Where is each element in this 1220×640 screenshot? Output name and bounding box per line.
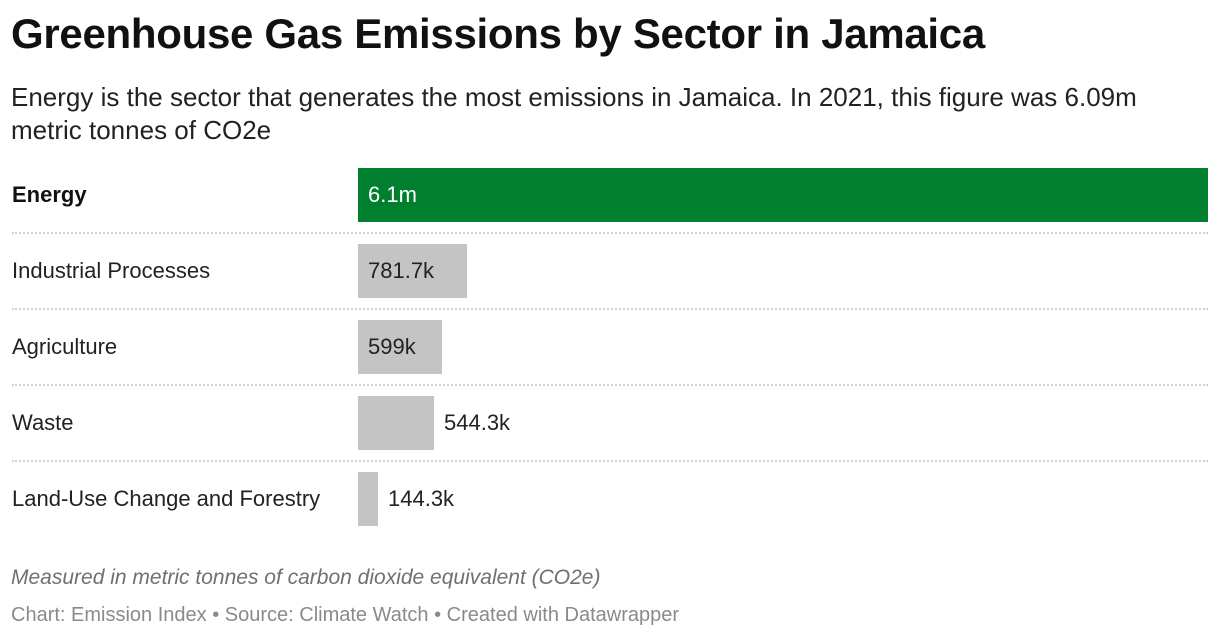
category-label: Waste xyxy=(12,410,74,435)
value-label: 144.3k xyxy=(388,486,455,511)
category-label: Industrial Processes xyxy=(12,258,211,283)
bar-row: Land-Use Change and Forestry 144.3k xyxy=(0,472,1220,526)
bar xyxy=(358,168,1208,222)
footer-chart-credit: Chart: Emission Index xyxy=(11,604,207,626)
footer-separator: • xyxy=(428,604,447,626)
category-label: Energy xyxy=(12,182,87,207)
row-separator xyxy=(12,460,1208,462)
bar-row: Energy 6.1m xyxy=(0,168,1220,222)
chart-title: Greenhouse Gas Emissions by Sector in Ja… xyxy=(11,10,985,57)
chart-subtitle: Energy is the sector that generates the … xyxy=(11,82,1137,145)
row-separator xyxy=(12,308,1208,310)
bar-row: Waste 544.3k xyxy=(0,396,1220,450)
footer-separator: • xyxy=(206,604,225,626)
footer-source: Source: Climate Watch xyxy=(224,604,429,626)
bar xyxy=(358,472,378,526)
category-label: Land-Use Change and Forestry xyxy=(12,486,321,511)
bar xyxy=(358,396,434,450)
category-label: Agriculture xyxy=(12,334,118,359)
bar-row: Industrial Processes 781.7k xyxy=(0,244,1220,298)
row-separator xyxy=(12,384,1208,386)
row-separator xyxy=(12,232,1208,234)
chart-notes: Measured in metric tonnes of carbon diox… xyxy=(11,566,601,589)
value-label: 599k xyxy=(368,334,416,359)
footer-datawrapper-credit: Created with Datawrapper xyxy=(446,604,680,626)
bar-row: Agriculture 599k xyxy=(0,320,1220,374)
value-label: 6.1m xyxy=(368,182,417,207)
value-label: 544.3k xyxy=(444,410,511,435)
value-label: 781.7k xyxy=(368,258,435,283)
chart-footer: Chart: Emission Index • Source: Climate … xyxy=(11,604,679,627)
bar xyxy=(358,244,467,298)
bar xyxy=(358,320,442,374)
